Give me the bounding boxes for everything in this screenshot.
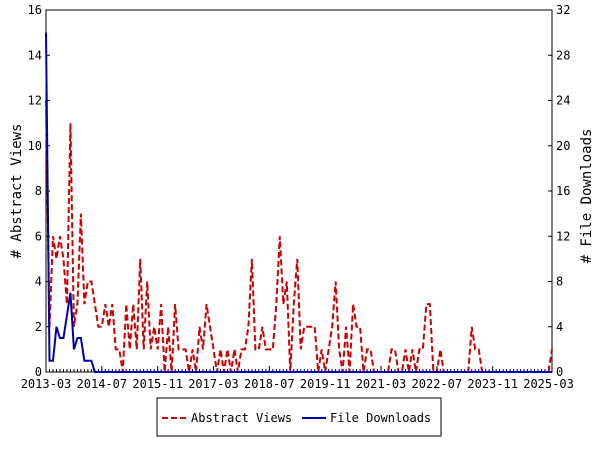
plot-area <box>45 9 553 373</box>
x-tick-label: 2019-11 <box>300 377 351 391</box>
x-tick-label: 2022-07 <box>412 377 463 391</box>
legend-label-file-downloads: File Downloads <box>330 411 431 425</box>
y-right-tick-label: 24 <box>556 94 570 108</box>
x-tick-label: 2025-03 <box>523 377 574 391</box>
y-left-tick-label: 6 <box>35 229 42 243</box>
y-left-tick-label: 4 <box>35 275 42 289</box>
x-tick-label: 2023-11 <box>467 377 518 391</box>
y-right-tick-label: 32 <box>556 3 570 17</box>
x-tick-label: 2018-07 <box>244 377 295 391</box>
legend-label-abstract-views: Abstract Views <box>191 411 292 425</box>
y-right-tick-label: 28 <box>556 48 570 62</box>
x-axis: 2013-03 2014-07 2015-11 2017-03 2018-07 2019-… <box>21 366 574 391</box>
legend: Abstract Views File Downloads <box>156 397 442 437</box>
y-right-tick-label: 12 <box>556 229 570 243</box>
y-right-tick-label: 8 <box>556 275 563 289</box>
y-axis-left-title: # Abstract Views <box>9 124 25 259</box>
x-tick-label: 2017-03 <box>188 377 239 391</box>
y-right-tick-label: 0 <box>556 365 563 379</box>
x-tick-label: 2014-07 <box>77 377 128 391</box>
y-left-tick-label: 10 <box>28 139 42 153</box>
x-tick-label: 2021-03 <box>356 377 407 391</box>
series-layer <box>45 32 553 373</box>
y-axis-right-title: # File Downloads <box>579 129 595 264</box>
y-left-tick-label: 2 <box>35 320 42 334</box>
y-right-tick-label: 16 <box>556 184 570 198</box>
y-left-tick-label: 8 <box>35 184 42 198</box>
y-right-tick-label: 20 <box>556 139 570 153</box>
y-left-tick-label: 0 <box>35 365 42 379</box>
y-left-tick-label: 14 <box>28 48 42 62</box>
y-left-tick-label: 12 <box>28 94 42 108</box>
x-tick-label: 2013-03 <box>21 377 72 391</box>
legend-box <box>156 397 442 437</box>
x-tick-label: 2015-11 <box>132 377 183 391</box>
y-axis-left: 0 2 4 6 8 10 12 14 16 <box>28 3 50 379</box>
y-right-tick-label: 4 <box>556 320 563 334</box>
y-left-tick-label: 16 <box>28 3 42 17</box>
series-line-file-downloads <box>45 32 552 373</box>
y-axis-right: 0 4 8 12 16 20 24 28 32 <box>548 3 570 379</box>
